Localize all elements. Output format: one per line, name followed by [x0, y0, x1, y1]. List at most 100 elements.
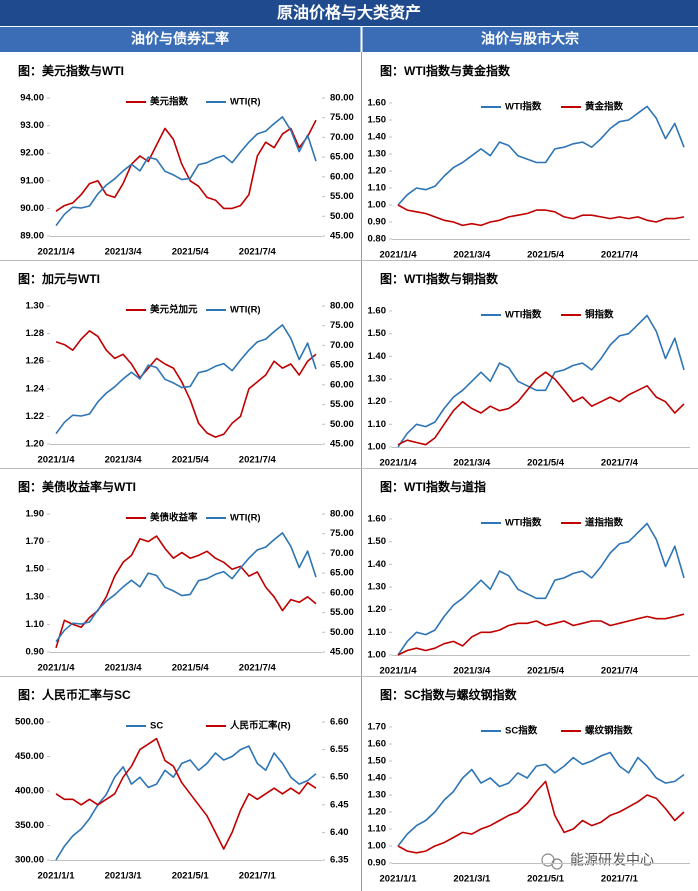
legend-label: WTI(R)	[230, 97, 261, 108]
y2-tick-label: 45.00	[330, 439, 354, 450]
watermark-icon	[541, 853, 563, 870]
y-tick-label: 1.50	[368, 328, 387, 339]
x-tick-label: 2021/3/4	[453, 666, 491, 677]
y-tick-label: 350.00	[15, 820, 44, 831]
y-tick-label: 1.50	[26, 564, 45, 575]
page-title: 原油价格与大类资产	[277, 3, 421, 22]
y2-tick-label: 6.40	[330, 827, 349, 838]
y2-tick-label: 6.35	[330, 855, 349, 866]
chart-title: 图：WTI指数与黄金指数	[380, 63, 511, 78]
y-tick-label: 1.00	[368, 650, 387, 661]
y2-tick-label: 75.00	[330, 320, 354, 331]
subheader-bar	[0, 27, 698, 52]
y2-tick-label: 6.55	[330, 744, 349, 755]
y-tick-label: 1.50	[368, 536, 387, 547]
x-tick-label: 2021/7/4	[601, 458, 639, 469]
x-tick-label: 2021/1/1	[38, 871, 76, 882]
y-tick-label: 1.20	[26, 439, 45, 450]
y-tick-label: 1.10	[368, 419, 387, 430]
y-tick-label: 1.20	[368, 166, 387, 177]
y2-tick-label: 6.45	[330, 799, 349, 810]
y2-tick-label: 65.00	[330, 568, 354, 579]
y2-tick-label: 50.00	[330, 419, 354, 430]
y-tick-label: 1.40	[368, 132, 387, 143]
y-tick-label: 1.30	[368, 374, 387, 385]
y2-tick-label: 70.00	[330, 340, 354, 351]
x-tick-label: 2021/7/4	[601, 666, 639, 677]
series-line	[397, 780, 685, 854]
y-tick-label: 300.00	[15, 855, 44, 866]
y-tick-label: 0.80	[368, 234, 387, 245]
y2-tick-label: 55.00	[330, 607, 354, 618]
x-tick-label: 2021/5/1	[527, 874, 565, 885]
y-tick-label: 1.30	[368, 582, 387, 593]
section-title: 油价与股市大宗	[481, 31, 579, 47]
y2-tick-label: 60.00	[330, 587, 354, 598]
y-tick-label: 1.60	[368, 306, 387, 317]
y-tick-label: 1.40	[368, 351, 387, 362]
y-tick-label: 1.40	[368, 559, 387, 570]
legend-label: WTI指数	[505, 517, 542, 529]
legend-label: 铜指数	[585, 309, 614, 321]
y-tick-label: 1.00	[368, 442, 387, 453]
y-tick-label: 94.00	[20, 93, 44, 104]
series-line	[397, 314, 685, 448]
y2-tick-label: 55.00	[330, 191, 354, 202]
y-tick-label: 1.20	[368, 396, 387, 407]
x-tick-label: 2021/7/1	[601, 874, 639, 885]
x-tick-label: 2021/7/4	[601, 250, 639, 261]
x-tick-label: 2021/3/4	[105, 663, 143, 674]
y-tick-label: 91.00	[20, 175, 44, 186]
chart-title: 图：人民币汇率与SC	[18, 687, 131, 702]
chart-title: 图：SC指数与螺纹钢指数	[380, 687, 518, 702]
y-tick-label: 1.10	[368, 183, 387, 194]
y-tick-label: 1.50	[368, 756, 387, 767]
x-tick-label: 2021/5/4	[172, 455, 210, 466]
y2-tick-label: 6.60	[330, 717, 349, 728]
y-tick-label: 1.60	[368, 739, 387, 750]
y2-tick-label: 45.00	[330, 647, 354, 658]
x-tick-label: 2021/5/1	[172, 871, 210, 882]
series-line	[55, 535, 317, 649]
y2-tick-label: 65.00	[330, 152, 354, 163]
chart-title: 图：美元指数与WTI	[18, 63, 124, 78]
y-tick-label: 1.20	[368, 604, 387, 615]
x-tick-label: 2021/3/4	[105, 247, 143, 258]
y-tick-label: 1.90	[26, 509, 45, 520]
y-tick-label: 0.90	[368, 217, 387, 228]
chart-title: 图：加元与WTI	[18, 271, 100, 286]
legend-label: WTI(R)	[230, 513, 261, 524]
y2-tick-label: 80.00	[330, 93, 354, 104]
y2-tick-label: 60.00	[330, 379, 354, 390]
legend-label: 美元指数	[149, 96, 189, 108]
legend-label: WTI指数	[505, 101, 542, 113]
y2-tick-label: 45.00	[330, 231, 354, 242]
legend-label: SC	[150, 721, 163, 732]
y2-tick-label: 80.00	[330, 509, 354, 520]
y2-tick-label: 75.00	[330, 528, 354, 539]
x-tick-label: 2021/5/4	[527, 666, 565, 677]
x-tick-label: 2021/1/4	[380, 458, 418, 469]
series-line	[397, 613, 685, 656]
x-tick-label: 2021/5/4	[527, 250, 565, 261]
series-line	[397, 105, 685, 206]
y-tick-label: 1.26	[26, 356, 45, 367]
x-tick-label: 2021/7/4	[239, 663, 277, 674]
y-tick-label: 1.10	[368, 824, 387, 835]
y-tick-label: 1.10	[368, 627, 387, 638]
y2-tick-label: 75.00	[330, 112, 354, 123]
series-line	[397, 204, 685, 227]
watermark: 能源研发中心	[570, 852, 654, 868]
x-tick-label: 2021/3/1	[453, 874, 491, 885]
x-tick-label: 2021/3/4	[105, 455, 143, 466]
y-tick-label: 1.60	[368, 514, 387, 525]
y-tick-label: 1.10	[26, 619, 45, 630]
x-tick-label: 2021/3/1	[105, 871, 143, 882]
legend-label: SC指数	[505, 725, 538, 737]
series-line	[397, 371, 685, 446]
series-line	[55, 116, 317, 227]
x-tick-label: 2021/1/4	[38, 663, 76, 674]
x-tick-label: 2021/7/1	[239, 871, 277, 882]
y-tick-label: 1.70	[368, 722, 387, 733]
